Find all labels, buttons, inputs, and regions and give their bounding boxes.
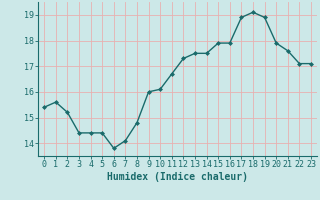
X-axis label: Humidex (Indice chaleur): Humidex (Indice chaleur) <box>107 172 248 182</box>
